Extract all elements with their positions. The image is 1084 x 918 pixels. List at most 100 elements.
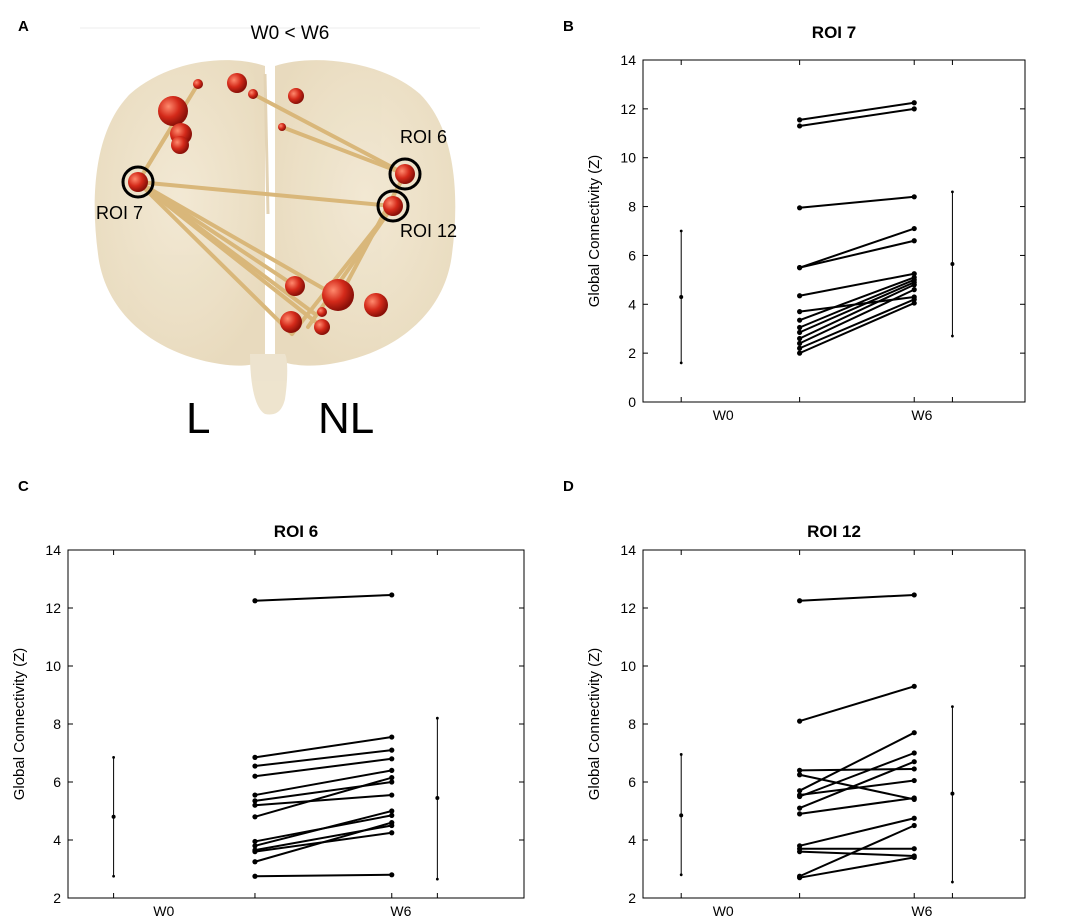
w6-point <box>389 775 395 781</box>
w0-point <box>797 793 803 800</box>
w6-point <box>389 872 395 878</box>
subject-line <box>799 227 915 269</box>
subject-line <box>799 272 915 297</box>
subject-line <box>799 824 915 878</box>
w6-point <box>911 683 917 689</box>
x-category-label-w0: W0 <box>153 903 174 918</box>
w0-error-bar-high <box>679 753 683 756</box>
w0-error-bar-low <box>679 873 683 877</box>
w0-point <box>797 718 803 724</box>
roi-6-label: ROI 6 <box>400 127 448 147</box>
y-tick-label: 14 <box>45 542 61 558</box>
plot-roi12: ROI 12 2 4 6 8 10 12 14 W0 W6 Global Connectivity … <box>586 522 1026 918</box>
chart-title: ROI 12 <box>807 522 861 541</box>
w0-point <box>797 805 803 811</box>
roi-12-label: ROI 12 <box>400 221 458 241</box>
subject-line <box>799 779 915 797</box>
w0-point <box>797 811 803 817</box>
subject-line <box>799 276 915 322</box>
w0-point <box>797 345 803 351</box>
w6-point <box>911 225 917 232</box>
w6-point <box>911 846 917 852</box>
subject-line <box>799 107 915 127</box>
w6-point <box>911 271 917 277</box>
w0-point <box>252 773 258 779</box>
y-tick-label: 12 <box>620 101 636 117</box>
subject-line <box>254 821 393 863</box>
subject-line <box>799 302 915 355</box>
w0-point <box>797 317 803 323</box>
subject-line <box>254 769 392 797</box>
y-axis-label: Global Connectivity (Z) <box>586 155 603 308</box>
w0-mean-point <box>679 813 684 818</box>
subject-line <box>254 776 393 818</box>
y-tick-label: 0 <box>628 394 636 410</box>
w0-error-bar-low <box>679 361 683 365</box>
w6-mean-point <box>950 261 955 266</box>
w0-point <box>252 843 258 849</box>
w0-point <box>252 838 258 845</box>
y-axis-label: Global Connectivity (Z) <box>11 648 28 801</box>
plot-roi7: ROI 7 0 2 4 6 8 10 12 14 W0 W6 Global Connectivity … <box>586 23 1026 423</box>
w6-point <box>389 779 395 785</box>
w6-point <box>389 808 395 814</box>
subject-line <box>799 288 915 345</box>
subject-line <box>254 794 392 807</box>
w6-mean-point <box>435 795 440 800</box>
w0-point <box>252 598 258 604</box>
w6-error-bar-low <box>951 880 954 884</box>
w6-point <box>389 592 395 598</box>
w6-point <box>911 296 917 302</box>
w0-point <box>252 763 258 769</box>
w0-point <box>797 293 803 299</box>
w6-point <box>911 766 917 772</box>
subject-line <box>254 873 392 878</box>
w6-point <box>911 750 917 756</box>
subject-line <box>799 195 915 209</box>
subject-line <box>254 749 392 768</box>
brain-render <box>80 27 480 415</box>
y-tick-label: 14 <box>620 52 636 68</box>
w0-point <box>252 798 258 804</box>
chart-title: ROI 6 <box>274 522 318 541</box>
subject-line <box>799 239 915 269</box>
w6-point <box>389 792 395 798</box>
plot-frame <box>642 59 1026 403</box>
subject-line <box>254 736 392 759</box>
brain-title: W0 < W6 <box>250 23 330 44</box>
y-tick-label: 10 <box>620 658 636 674</box>
w6-point <box>911 300 917 306</box>
chart-roi-12: ROI 12 2 4 6 8 10 12 14 W0 W6 Global Connectivity … <box>586 522 1026 918</box>
w6-point <box>911 282 917 288</box>
w6-point <box>911 854 917 860</box>
connection-edges <box>136 82 407 336</box>
chart-roi-6: ROI 6 2 4 6 8 10 12 14 W0 W6 Global Connectivity (… <box>11 522 525 918</box>
w0-point <box>797 265 803 271</box>
subject-line <box>799 298 915 350</box>
w6-point <box>911 194 917 200</box>
panel-letter-c: C <box>18 478 29 495</box>
subject-line <box>799 593 915 602</box>
y-tick-label: 2 <box>53 890 61 906</box>
subject-line <box>799 281 915 334</box>
w0-mean-point <box>111 814 116 819</box>
chart-title: ROI 7 <box>812 23 856 42</box>
plot-roi6: ROI 6 2 4 6 8 10 12 14 W0 W6 Global Connectivity (… <box>11 522 525 918</box>
x-category-label-w6: W6 <box>911 407 932 423</box>
w6-point <box>911 100 917 106</box>
w6-point <box>911 777 917 784</box>
w0-point <box>252 873 258 879</box>
panel-letter-a: A <box>18 18 29 35</box>
subject-line <box>254 810 393 847</box>
w6-point <box>389 830 395 836</box>
w0-point <box>797 123 803 129</box>
w6-point <box>911 822 917 829</box>
w0-point <box>797 767 803 773</box>
subject-line <box>254 593 392 602</box>
roi-7-label: ROI 7 <box>96 203 144 223</box>
y-tick-label: 12 <box>45 600 61 616</box>
subject-line <box>799 283 915 340</box>
w6-point <box>389 756 395 762</box>
subject-line <box>799 731 915 792</box>
y-tick-label: 10 <box>45 658 61 674</box>
